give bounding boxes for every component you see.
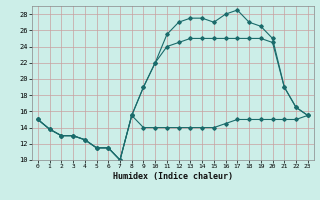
X-axis label: Humidex (Indice chaleur): Humidex (Indice chaleur) [113, 172, 233, 181]
